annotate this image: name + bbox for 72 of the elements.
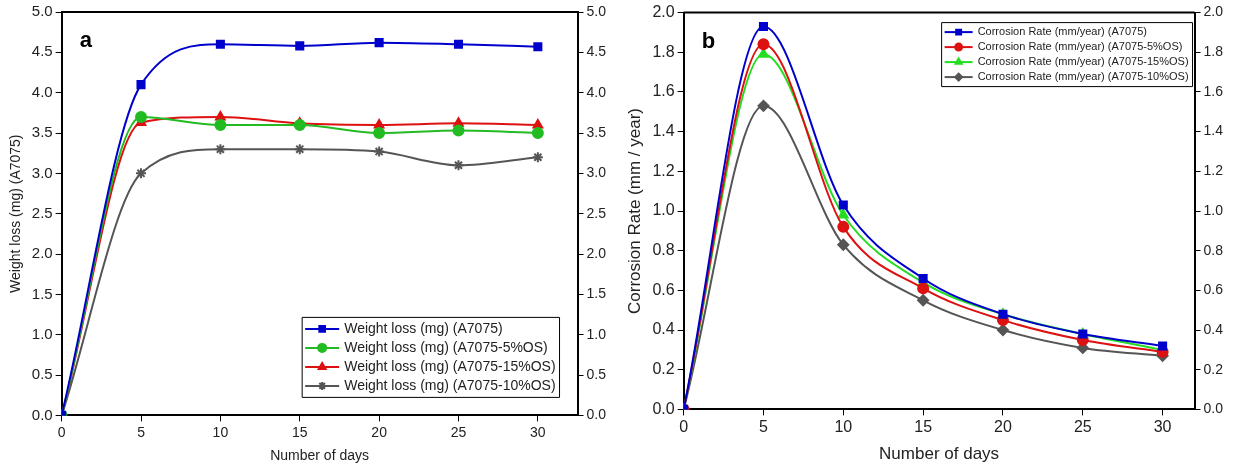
y2-tick-label: 2.0: [1203, 3, 1224, 20]
y-tick-label: 1.8: [652, 42, 675, 60]
y-tick-label: 3.0: [31, 163, 53, 181]
y2-tick-label: 2.5: [586, 204, 607, 221]
y-tick-label: 1.4: [652, 122, 675, 140]
y-tick-label: 1.6: [652, 82, 675, 100]
y-tick-label: 2.0: [31, 244, 53, 262]
legend-label: Corrosion Rate (mm/year) (A7075-15%OS): [977, 55, 1189, 68]
y-tick-label: 0.6: [652, 280, 675, 298]
annotation: a: [79, 27, 93, 53]
x-tick-label: 15: [914, 418, 933, 436]
x-tick-label: 0: [679, 418, 689, 436]
y-tick-label: 0.8: [652, 241, 675, 259]
x-tick-label: 10: [834, 418, 853, 436]
y-tick-label: 0.2: [652, 360, 675, 378]
y2-tick-label: 1.0: [1203, 201, 1224, 218]
y-axis-title: Corrosion Rate (mm / year): [624, 108, 644, 314]
y-tick-label: 0.5: [31, 365, 53, 383]
y2-tick-label: 0.6: [1203, 281, 1224, 298]
x-axis-title: Number of days: [270, 447, 370, 464]
x-tick-label: 25: [1073, 418, 1092, 436]
y2-tick-label: 1.5: [586, 285, 607, 302]
x-tick-label: 5: [137, 423, 146, 440]
x-tick-label: 20: [994, 418, 1012, 436]
x-tick-label: 0: [57, 423, 66, 440]
y-tick-label: 1.2: [652, 161, 675, 179]
annotation: b: [701, 27, 716, 53]
y2-tick-label: 0.2: [1203, 360, 1224, 377]
y-tick-label: 0.0: [31, 405, 53, 423]
y-tick-label: 1.0: [652, 201, 675, 219]
y-tick-label: 1.5: [31, 284, 53, 302]
legend-label: Weight loss (mg) (A7075): [344, 319, 503, 336]
x-axis-title: Number of days: [879, 444, 1000, 464]
y2-tick-label: 1.2: [1203, 162, 1224, 179]
x-tick-label: 30: [530, 423, 546, 440]
y2-tick-label: 0.4: [1203, 320, 1224, 337]
x-tick-label: 30: [1153, 418, 1172, 436]
legend-label: Corrosion Rate (mm/year) (A7075-10%OS): [977, 70, 1189, 83]
y-tick-label: 5.0: [31, 2, 53, 20]
y-tick-label: 3.5: [31, 123, 53, 141]
x-tick-label: 10: [212, 423, 229, 440]
y2-tick-label: 0.5: [586, 365, 607, 382]
y2-tick-label: 5.0: [586, 2, 607, 19]
y2-tick-label: 2.0: [586, 244, 607, 261]
y-tick-label: 0.0: [652, 399, 675, 417]
y-tick-label: 4.5: [31, 42, 53, 60]
y-axis-title: Weight loss (mg) (A7075): [7, 134, 24, 293]
y-tick-label: 1.0: [31, 324, 53, 342]
y2-tick-label: 3.0: [586, 164, 607, 181]
y2-tick-label: 4.0: [586, 83, 607, 100]
legend-label: Weight loss (mg) (A7075-15%OS): [344, 357, 556, 374]
y2-tick-label: 1.0: [586, 325, 607, 342]
legend-label: Weight loss (mg) (A7075-5%OS): [344, 338, 548, 355]
x-tick-label: 5: [759, 418, 769, 436]
legend-label: Corrosion Rate (mm/year) (A7075): [977, 25, 1147, 38]
y-tick-label: 0.4: [652, 320, 675, 338]
y2-tick-label: 0.8: [1203, 241, 1224, 258]
y-tick-label: 2.0: [652, 3, 675, 21]
y2-tick-label: 0.0: [586, 406, 607, 423]
legend-label: Corrosion Rate (mm/year) (A7075-5%OS): [977, 40, 1183, 53]
y2-tick-label: 0.0: [1203, 400, 1224, 417]
y2-tick-label: 4.5: [586, 43, 607, 60]
x-tick-label: 20: [371, 423, 388, 440]
y2-tick-label: 1.4: [1203, 122, 1224, 139]
y2-tick-label: 1.6: [1203, 82, 1224, 99]
y-tick-label: 2.5: [31, 203, 53, 221]
y2-tick-label: 1.8: [1203, 43, 1224, 60]
legend-label: Weight loss (mg) (A7075-10%OS): [344, 376, 556, 393]
y2-tick-label: 3.5: [586, 123, 607, 140]
x-tick-label: 15: [291, 423, 308, 440]
x-tick-label: 25: [450, 423, 467, 440]
y-tick-label: 4.0: [31, 82, 53, 100]
